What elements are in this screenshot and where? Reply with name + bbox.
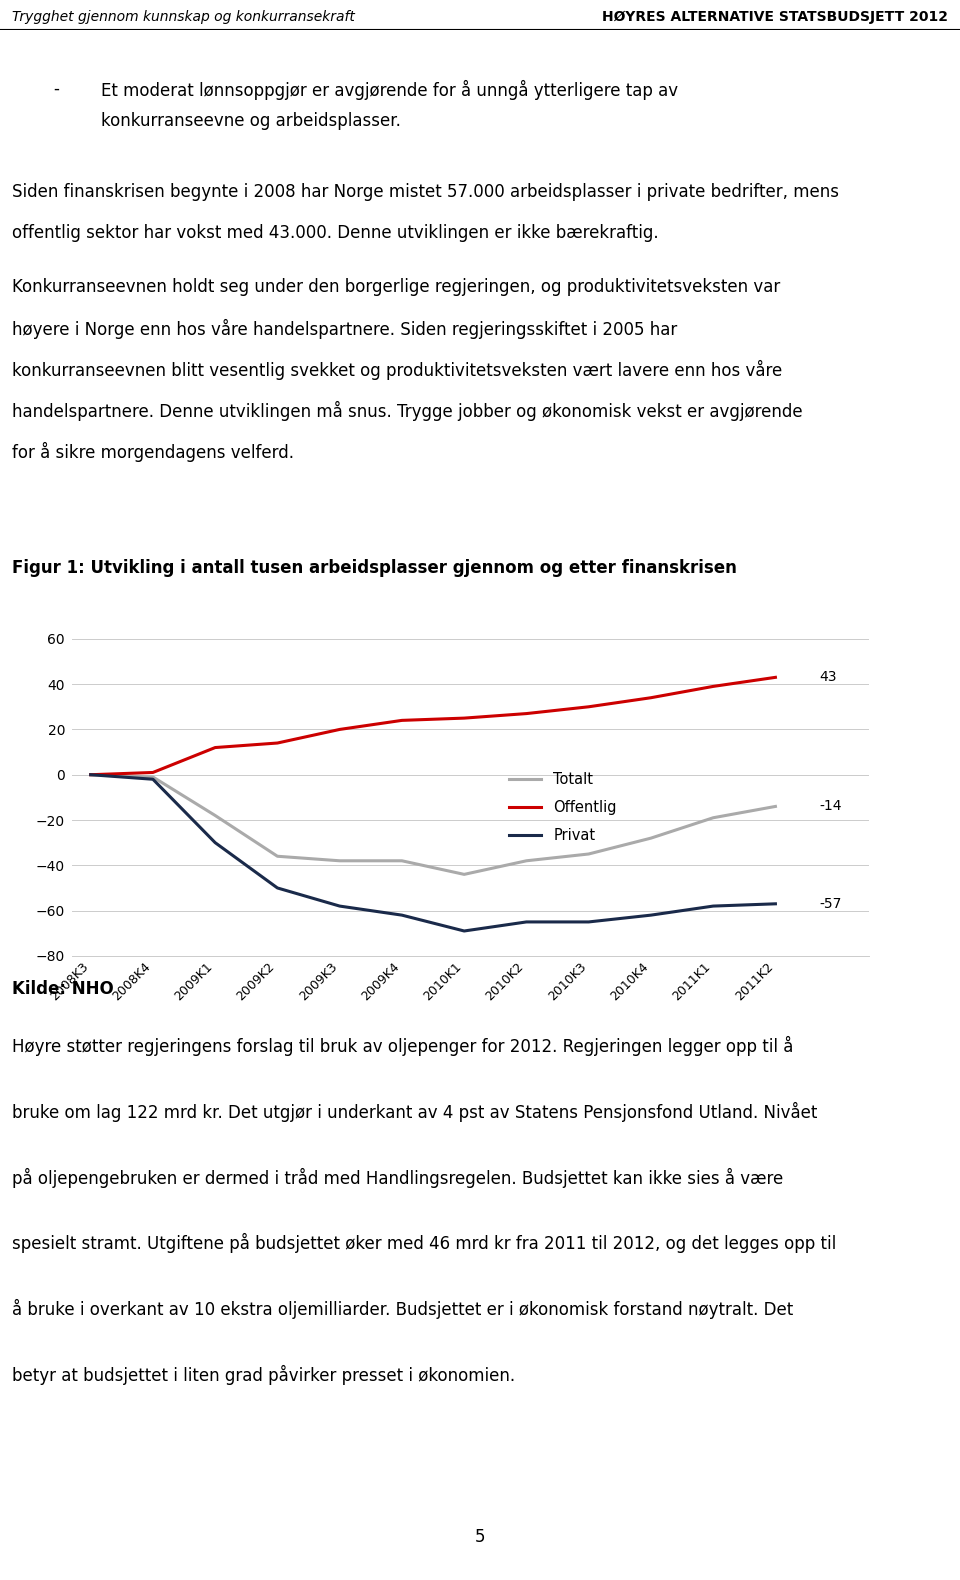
Text: Siden finanskrisen begynte i 2008 har Norge mistet 57.000 arbeidsplasser i priva: Siden finanskrisen begynte i 2008 har No…	[12, 183, 839, 201]
Text: Kilde: NHO: Kilde: NHO	[12, 980, 114, 999]
Text: offentlig sektor har vokst med 43.000. Denne utviklingen er ikke bærekraftig.: offentlig sektor har vokst med 43.000. D…	[12, 224, 660, 242]
Text: -57: -57	[819, 897, 841, 910]
Text: -: -	[53, 79, 59, 98]
Text: spesielt stramt. Utgiftene på budsjettet øker med 46 mrd kr fra 2011 til 2012, o: spesielt stramt. Utgiftene på budsjettet…	[12, 1234, 837, 1253]
Text: bruke om lag 122 mrd kr. Det utgjør i underkant av 4 pst av Statens Pensjonsfond: bruke om lag 122 mrd kr. Det utgjør i un…	[12, 1101, 818, 1122]
Text: Konkurranseevnen holdt seg under den borgerlige regjeringen, og produktivitetsve: Konkurranseevnen holdt seg under den bor…	[12, 278, 780, 297]
Text: betyr at budsjettet i liten grad påvirker presset i økonomien.: betyr at budsjettet i liten grad påvirke…	[12, 1365, 516, 1384]
Text: Trygghet gjennom kunnskap og konkurransekraft: Trygghet gjennom kunnskap og konkurranse…	[12, 9, 355, 24]
Text: på oljepengebruken er dermed i tråd med Handlingsregelen. Budsjettet kan ikke si: på oljepengebruken er dermed i tråd med …	[12, 1168, 783, 1188]
Text: Figur 1: Utvikling i antall tusen arbeidsplasser gjennom og etter finanskrisen: Figur 1: Utvikling i antall tusen arbeid…	[12, 559, 737, 577]
Text: for å sikre morgendagens velferd.: for å sikre morgendagens velferd.	[12, 442, 295, 461]
Legend: Totalt, Offentlig, Privat: Totalt, Offentlig, Privat	[504, 766, 622, 848]
Text: Et moderat lønnsoppgjør er avgjørende for å unngå ytterligere tap av: Et moderat lønnsoppgjør er avgjørende fo…	[101, 79, 678, 100]
Text: HØYRES ALTERNATIVE STATSBUDSJETT 2012: HØYRES ALTERNATIVE STATSBUDSJETT 2012	[602, 9, 948, 24]
Text: å bruke i overkant av 10 ekstra oljemilliarder. Budsjettet er i økonomisk forsta: å bruke i overkant av 10 ekstra oljemill…	[12, 1299, 794, 1319]
Text: konkurranseevne og arbeidsplasser.: konkurranseevne og arbeidsplasser.	[101, 112, 400, 131]
Text: konkurranseevnen blitt vesentlig svekket og produktivitetsveksten vært lavere en: konkurranseevnen blitt vesentlig svekket…	[12, 360, 782, 381]
Text: 5: 5	[475, 1528, 485, 1545]
Text: -14: -14	[819, 799, 842, 814]
Text: 43: 43	[819, 670, 836, 684]
Text: Høyre støtter regjeringens forslag til bruk av oljepenger for 2012. Regjeringen : Høyre støtter regjeringens forslag til b…	[12, 1036, 794, 1057]
Text: høyere i Norge enn hos våre handelspartnere. Siden regjeringsskiftet i 2005 har: høyere i Norge enn hos våre handelspartn…	[12, 319, 678, 340]
Text: handelspartnere. Denne utviklingen må snus. Trygge jobber og økonomisk vekst er : handelspartnere. Denne utviklingen må sn…	[12, 401, 804, 420]
